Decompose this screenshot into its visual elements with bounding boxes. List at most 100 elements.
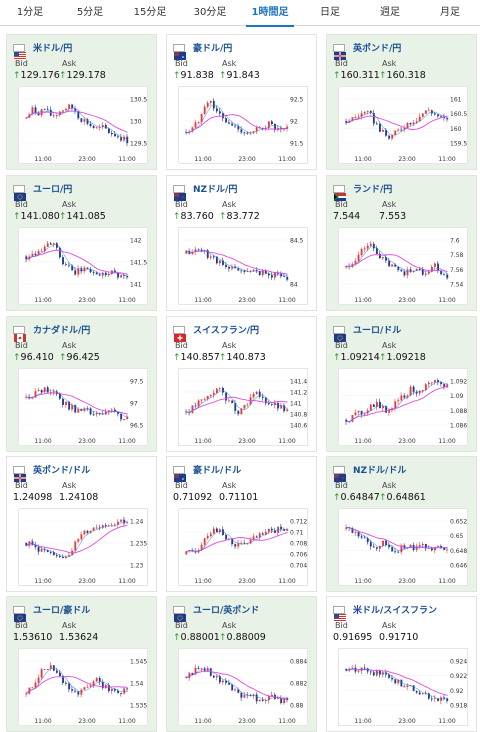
rate-card[interactable]: NZドル/円 Bid Ask ↑83.760 ↑83.772 84.5 84 11:00 23:… <box>166 175 317 311</box>
candle <box>203 399 206 401</box>
candle <box>101 125 104 127</box>
candlestick-chart[interactable]: 1.092 1.09 1.088 1.086 11:00 23:00 11:00 <box>338 368 468 446</box>
pair-name-link[interactable]: 米ドル/円 <box>33 44 73 54</box>
pair-name-link[interactable]: ユーロ/ドル <box>353 326 402 336</box>
candlestick-chart[interactable]: 0.652 0.65 0.648 0.646 11:00 23:00 11:00 <box>338 508 468 586</box>
candle <box>446 118 449 120</box>
x-tick-label: 23:00 <box>238 718 255 725</box>
candle <box>243 694 246 698</box>
pair-name-link[interactable]: 豪ドル/円 <box>193 44 233 54</box>
tab-4[interactable]: 1時間足 <box>240 0 300 27</box>
candle <box>203 106 206 114</box>
candle <box>372 243 375 249</box>
candlestick-chart[interactable]: 0.712 0.71 0.708 0.706 0.704 11:00 23:00 11:00 <box>178 508 308 586</box>
candle <box>191 251 194 254</box>
candle <box>274 530 276 533</box>
candlestick-chart[interactable]: 141.4 141.2 141 140.8 140.6 11:00 23:00 11:00 <box>178 368 308 446</box>
rate-card[interactable]: 英ポンド/ドル Bid Ask 1.24098 1.24108 1.24 1.235 1.23… <box>6 456 157 592</box>
bid-label: Bid <box>15 621 28 630</box>
rate-card[interactable]: ユーロ/英ポンド Bid Ask ↑0.88001 ↑0.88009 0.884 0.882… <box>166 596 317 732</box>
candle <box>403 128 406 130</box>
candlestick-chart[interactable]: 142 141.5 141 11:00 23:00 11:00 <box>18 227 148 305</box>
candle <box>77 111 80 119</box>
candle <box>197 249 200 251</box>
pair-name-link[interactable]: ユーロ/豪ドル <box>33 606 91 616</box>
rate-card[interactable]: ユーロ/円 Bid Ask ↑141.080 ↑141.085 142 141.5 141 11… <box>6 175 157 311</box>
rate-card[interactable]: ユーロ/ドル Bid Ask ↑1.09214 ↑1.09218 1.092 1.09 1.0… <box>326 316 477 452</box>
rate-card[interactable]: スイスフラン/円 Bid Ask ↑140.857 ↑140.873 141.4 141.2… <box>166 316 317 452</box>
pair-name-link[interactable]: カナダドル/円 <box>33 326 91 336</box>
candle <box>222 529 224 535</box>
candle <box>382 672 384 675</box>
x-tick-label: 11:00 <box>278 297 295 304</box>
candle <box>219 260 221 264</box>
ask-label: Ask <box>382 200 397 209</box>
pair-name-link[interactable]: 豪ドル/ドル <box>193 466 242 476</box>
candle <box>261 533 264 535</box>
pair-name-link[interactable]: スイスフラン/円 <box>193 326 260 336</box>
rate-card[interactable]: ユーロ/豪ドル Bid Ask 1.53610 1.53624 1.545 1.54 1.53… <box>6 596 157 732</box>
candlestick-chart[interactable]: 97.5 97 96.5 11:00 23:00 11:00 <box>18 368 148 446</box>
candle <box>197 122 200 123</box>
candle <box>31 253 34 257</box>
rate-card[interactable]: カナダドル/円 Bid Ask ↑96.410 ↑96.425 97.5 97 96.5 11:… <box>6 316 157 452</box>
au-flag-icon <box>173 466 186 482</box>
candlestick-chart[interactable]: 0.884 0.882 0.88 11:00 23:00 11:00 <box>178 648 308 726</box>
candlestick-chart[interactable]: 0.924 0.922 0.92 0.918 11:00 23:00 11:00 <box>338 648 468 726</box>
tab-7[interactable]: 月足 <box>440 7 460 18</box>
eu-flag-icon <box>173 606 186 622</box>
rate-card[interactable]: 豪ドル/ドル Bid Ask 0.71092 0.71101 0.712 0.71 0.708… <box>166 456 317 592</box>
candle <box>440 116 443 117</box>
candlestick-chart[interactable]: 161 160.5 160 159.5 11:00 23:00 11:00 <box>338 86 468 164</box>
ma-line-long <box>26 110 128 133</box>
candle <box>400 395 403 401</box>
ma-line-short <box>186 668 288 701</box>
pair-name-link[interactable]: NZドル/ドル <box>353 466 407 476</box>
rate-card[interactable]: 米ドル/スイスフラン Bid Ask 0.91695 0.91710 0.924 0.922… <box>326 596 477 732</box>
candle <box>89 123 92 126</box>
tab-5[interactable]: 日足 <box>320 7 340 18</box>
rate-card[interactable]: 英ポンド/円 Bid Ask ↑160.311 ↑160.318 161 160.5 160 1… <box>326 34 477 170</box>
candle <box>74 108 77 112</box>
pair-name-link[interactable]: ユーロ/円 <box>33 185 73 195</box>
candle <box>388 674 391 678</box>
y-tick-label: 0.646 <box>450 563 467 570</box>
y-tick-label: 91.5 <box>290 141 304 148</box>
tab-3[interactable]: 30分足 <box>193 7 227 18</box>
pair-name-link[interactable]: 米ドル/スイスフラン <box>353 606 438 616</box>
candlestick-chart[interactable]: 130.5 130 129.5 11:00 23:00 11:00 <box>18 86 148 164</box>
tab-1[interactable]: 5分足 <box>76 7 104 18</box>
card-header: 米ドル/円 <box>13 41 153 60</box>
candlestick-chart[interactable]: 84.5 84 11:00 23:00 11:00 <box>178 227 308 305</box>
candlestick-chart[interactable]: 7.6 7.58 7.56 7.54 11:00 23:00 11:00 <box>338 227 468 305</box>
x-tick-label: 23:00 <box>78 718 95 725</box>
candle <box>92 527 95 531</box>
za-flag-icon <box>333 185 346 201</box>
x-tick-label: 11:00 <box>118 297 135 304</box>
candle <box>212 392 215 395</box>
candlestick-chart[interactable]: 1.545 1.54 1.535 11:00 23:00 11:00 <box>18 648 148 726</box>
candle <box>55 115 58 116</box>
candlestick-chart[interactable]: 1.24 1.235 1.23 11:00 23:00 11:00 <box>18 508 148 586</box>
rate-card[interactable]: 米ドル/円 Bid Ask ↑129.176 ↑129.178 130.5 130 129.5… <box>6 34 157 170</box>
candlestick-chart[interactable]: 92.5 92 91.5 11:00 23:00 11:00 <box>178 86 308 164</box>
tab-6[interactable]: 週足 <box>380 7 400 18</box>
rate-card[interactable]: ランド/円 Bid Ask 7.544 7.553 7.6 7.58 7.56 7.54 11:0… <box>326 175 477 311</box>
candle <box>111 689 113 692</box>
card-header: カナダドル/円 <box>13 323 153 342</box>
candle <box>117 521 120 525</box>
tab-2[interactable]: 15分足 <box>133 7 167 18</box>
candle <box>345 669 348 671</box>
pair-name-link[interactable]: NZドル/円 <box>193 185 238 195</box>
rate-card[interactable]: 豪ドル/円 Bid Ask ↑91.838 ↑91.843 92.5 92 91.5 11:00… <box>166 34 317 170</box>
candle <box>200 399 203 401</box>
rate-card[interactable]: NZドル/ドル Bid Ask ↑0.64847 ↑0.64861 0.652 0.65 0.… <box>326 456 477 592</box>
candle <box>231 538 234 545</box>
pair-name-link[interactable]: ランド/円 <box>353 185 393 195</box>
tab-0[interactable]: 1分足 <box>16 7 44 18</box>
pair-name-link[interactable]: 英ポンド/ドル <box>33 466 91 476</box>
candle <box>206 396 209 400</box>
pair-name-link[interactable]: 英ポンド/円 <box>353 44 402 54</box>
pair-name-link[interactable]: ユーロ/英ポンド <box>193 606 260 616</box>
candle <box>194 551 197 553</box>
